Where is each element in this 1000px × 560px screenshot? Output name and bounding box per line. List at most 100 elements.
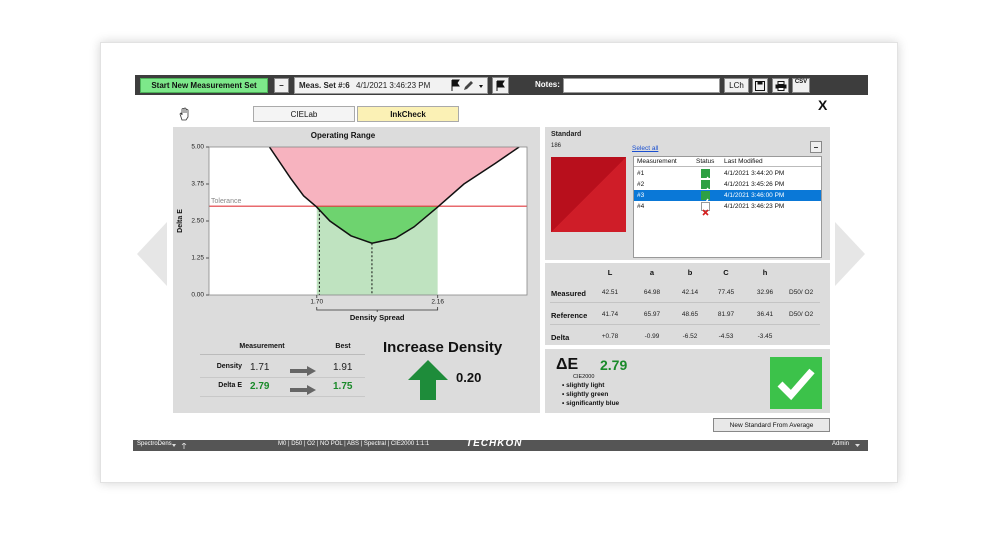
meas-set-icons: [451, 79, 483, 91]
measurement-settings: M0 | D50 | O2 | NO POL | ABS | Spectral …: [278, 441, 430, 447]
table-row[interactable]: #2 4/1/2021 3:45:26 PM: [634, 179, 821, 195]
hand-icon: [179, 107, 189, 121]
save-button[interactable]: [752, 78, 768, 93]
density-change: 0.20: [456, 370, 482, 385]
arrow-icon: [290, 385, 316, 395]
lch-button[interactable]: LCh: [724, 78, 749, 93]
summary-label: Delta E: [218, 382, 242, 389]
measurement-table: Measurement Status Last Modified #1 4/1/2021…: [633, 156, 822, 258]
lab-panel: [545, 263, 830, 345]
close-button[interactable]: X: [818, 97, 828, 113]
lab-value: -3.45: [757, 333, 773, 340]
column-header: Last Modified: [724, 158, 763, 165]
summary-value: 1.71: [250, 362, 270, 373]
lab-value: -4.53: [718, 333, 734, 340]
table-row[interactable]: #3 4/1/2021 3:46:00 PM: [634, 190, 821, 206]
table-header: Measurement Status Last Modified: [634, 157, 821, 167]
brand-logo: TECHKON: [466, 438, 523, 449]
lab-column-header: a: [649, 268, 655, 277]
status-bar: [133, 440, 868, 451]
row-name: #1: [637, 170, 645, 177]
new-standard-button[interactable]: New Standard From Average: [713, 418, 830, 432]
summary-label: Density: [216, 363, 242, 370]
row-modified: 4/1/2021 3:46:23 PM: [724, 203, 785, 210]
lab-column-header: L: [607, 268, 613, 277]
summary-separator: [200, 377, 365, 378]
meas-set-label: Meas. Set #:6: [299, 81, 350, 90]
row-status: [701, 169, 710, 184]
lab-value: 64.98: [643, 289, 661, 296]
csv-button[interactable]: CSV: [792, 78, 810, 93]
tab[interactable]: InkCheck: [357, 106, 459, 122]
meas-set-box[interactable]: [294, 77, 488, 94]
previous-arrow[interactable]: [133, 222, 169, 286]
save-icon: [755, 80, 765, 91]
y-tick-label: 3.75: [191, 181, 204, 188]
y-tick-label: 1.25: [191, 255, 204, 262]
notes-input[interactable]: [563, 78, 720, 93]
check-icon: [777, 368, 815, 401]
arrow-shape: [290, 366, 316, 376]
y-axis-label: Delta E: [177, 209, 184, 233]
select-all-link[interactable]: Select all: [632, 145, 659, 152]
delta-e-note: • significantly blue: [562, 400, 620, 407]
row-modified: 4/1/2021 3:44:20 PM: [724, 170, 785, 177]
chart-title: Operating Range: [311, 131, 376, 140]
flag-icon: [496, 80, 505, 91]
summary-separator: [200, 354, 365, 355]
lab-value: +0.78: [601, 333, 619, 340]
lab-row-label: Measured: [551, 289, 587, 298]
summary-best: 1.91: [333, 362, 353, 373]
x-tick-label: 2.16: [431, 299, 444, 306]
row-status: [701, 180, 710, 195]
print-button[interactable]: [772, 78, 789, 93]
lab-separator: [550, 302, 820, 303]
delta-e-note: • slightly light: [562, 382, 605, 389]
color-swatch: [551, 157, 626, 232]
lab-separator: [550, 324, 820, 325]
summary-separator: [200, 396, 365, 397]
status-icons: [172, 443, 187, 449]
lab-value: 32.96: [756, 289, 774, 296]
table-row[interactable]: #4 4/1/2021 3:46:23 PM: [634, 201, 821, 216]
summary-header: Measurement: [239, 343, 285, 350]
lab-illuminant: D50/ O2: [789, 311, 814, 318]
arrow-icon: [290, 366, 316, 376]
y-tick-label: 0.00: [191, 292, 204, 299]
lab-value: 65.97: [643, 311, 661, 318]
dropdown-icon: [479, 85, 483, 88]
lab-value: 42.51: [601, 289, 619, 296]
lab-column-header: b: [687, 268, 693, 277]
lab-column-header: C: [723, 268, 729, 277]
minus-button[interactable]: –: [274, 78, 289, 93]
lab-row-label: Reference: [551, 311, 588, 320]
table-row[interactable]: #1 4/1/2021 3:44:20 PM: [634, 168, 821, 184]
user-name[interactable]: Admin: [832, 441, 850, 447]
row-status: [701, 191, 710, 206]
cross-mark: [702, 209, 709, 216]
operating-range-chart: Operating Range Delta E Tolerance 0.00 1.2…: [177, 131, 528, 322]
device-name[interactable]: SpectroDens: [137, 441, 172, 447]
lab-value: -0.99: [644, 333, 660, 340]
pass-indicator: [770, 357, 822, 409]
next-arrow[interactable]: [833, 222, 869, 286]
standard-id: 186: [551, 143, 562, 149]
status-icon: [702, 209, 709, 216]
lab-value: 42.14: [681, 289, 699, 296]
lab-row-label: Delta: [551, 333, 570, 342]
tolerance-label: Tolerance: [211, 198, 241, 205]
recommendation: Increase Density: [383, 339, 503, 356]
lab-value: 36.41: [756, 311, 774, 318]
row-name: #2: [637, 181, 645, 188]
collapse-button[interactable]: –: [810, 141, 822, 153]
row-modified: 4/1/2021 3:45:26 PM: [724, 181, 785, 188]
flag-button[interactable]: [492, 77, 509, 94]
delta-e-curve: [268, 147, 520, 244]
y-tick-label: 5.00: [191, 144, 204, 151]
start-button[interactable]: Start New Measurement Set: [140, 78, 268, 93]
delta-e-value: 2.79: [600, 357, 628, 373]
summary-value: 2.79: [250, 381, 270, 392]
tab[interactable]: CIELab: [253, 106, 355, 122]
x-axis-label: Density Spread: [350, 313, 405, 322]
